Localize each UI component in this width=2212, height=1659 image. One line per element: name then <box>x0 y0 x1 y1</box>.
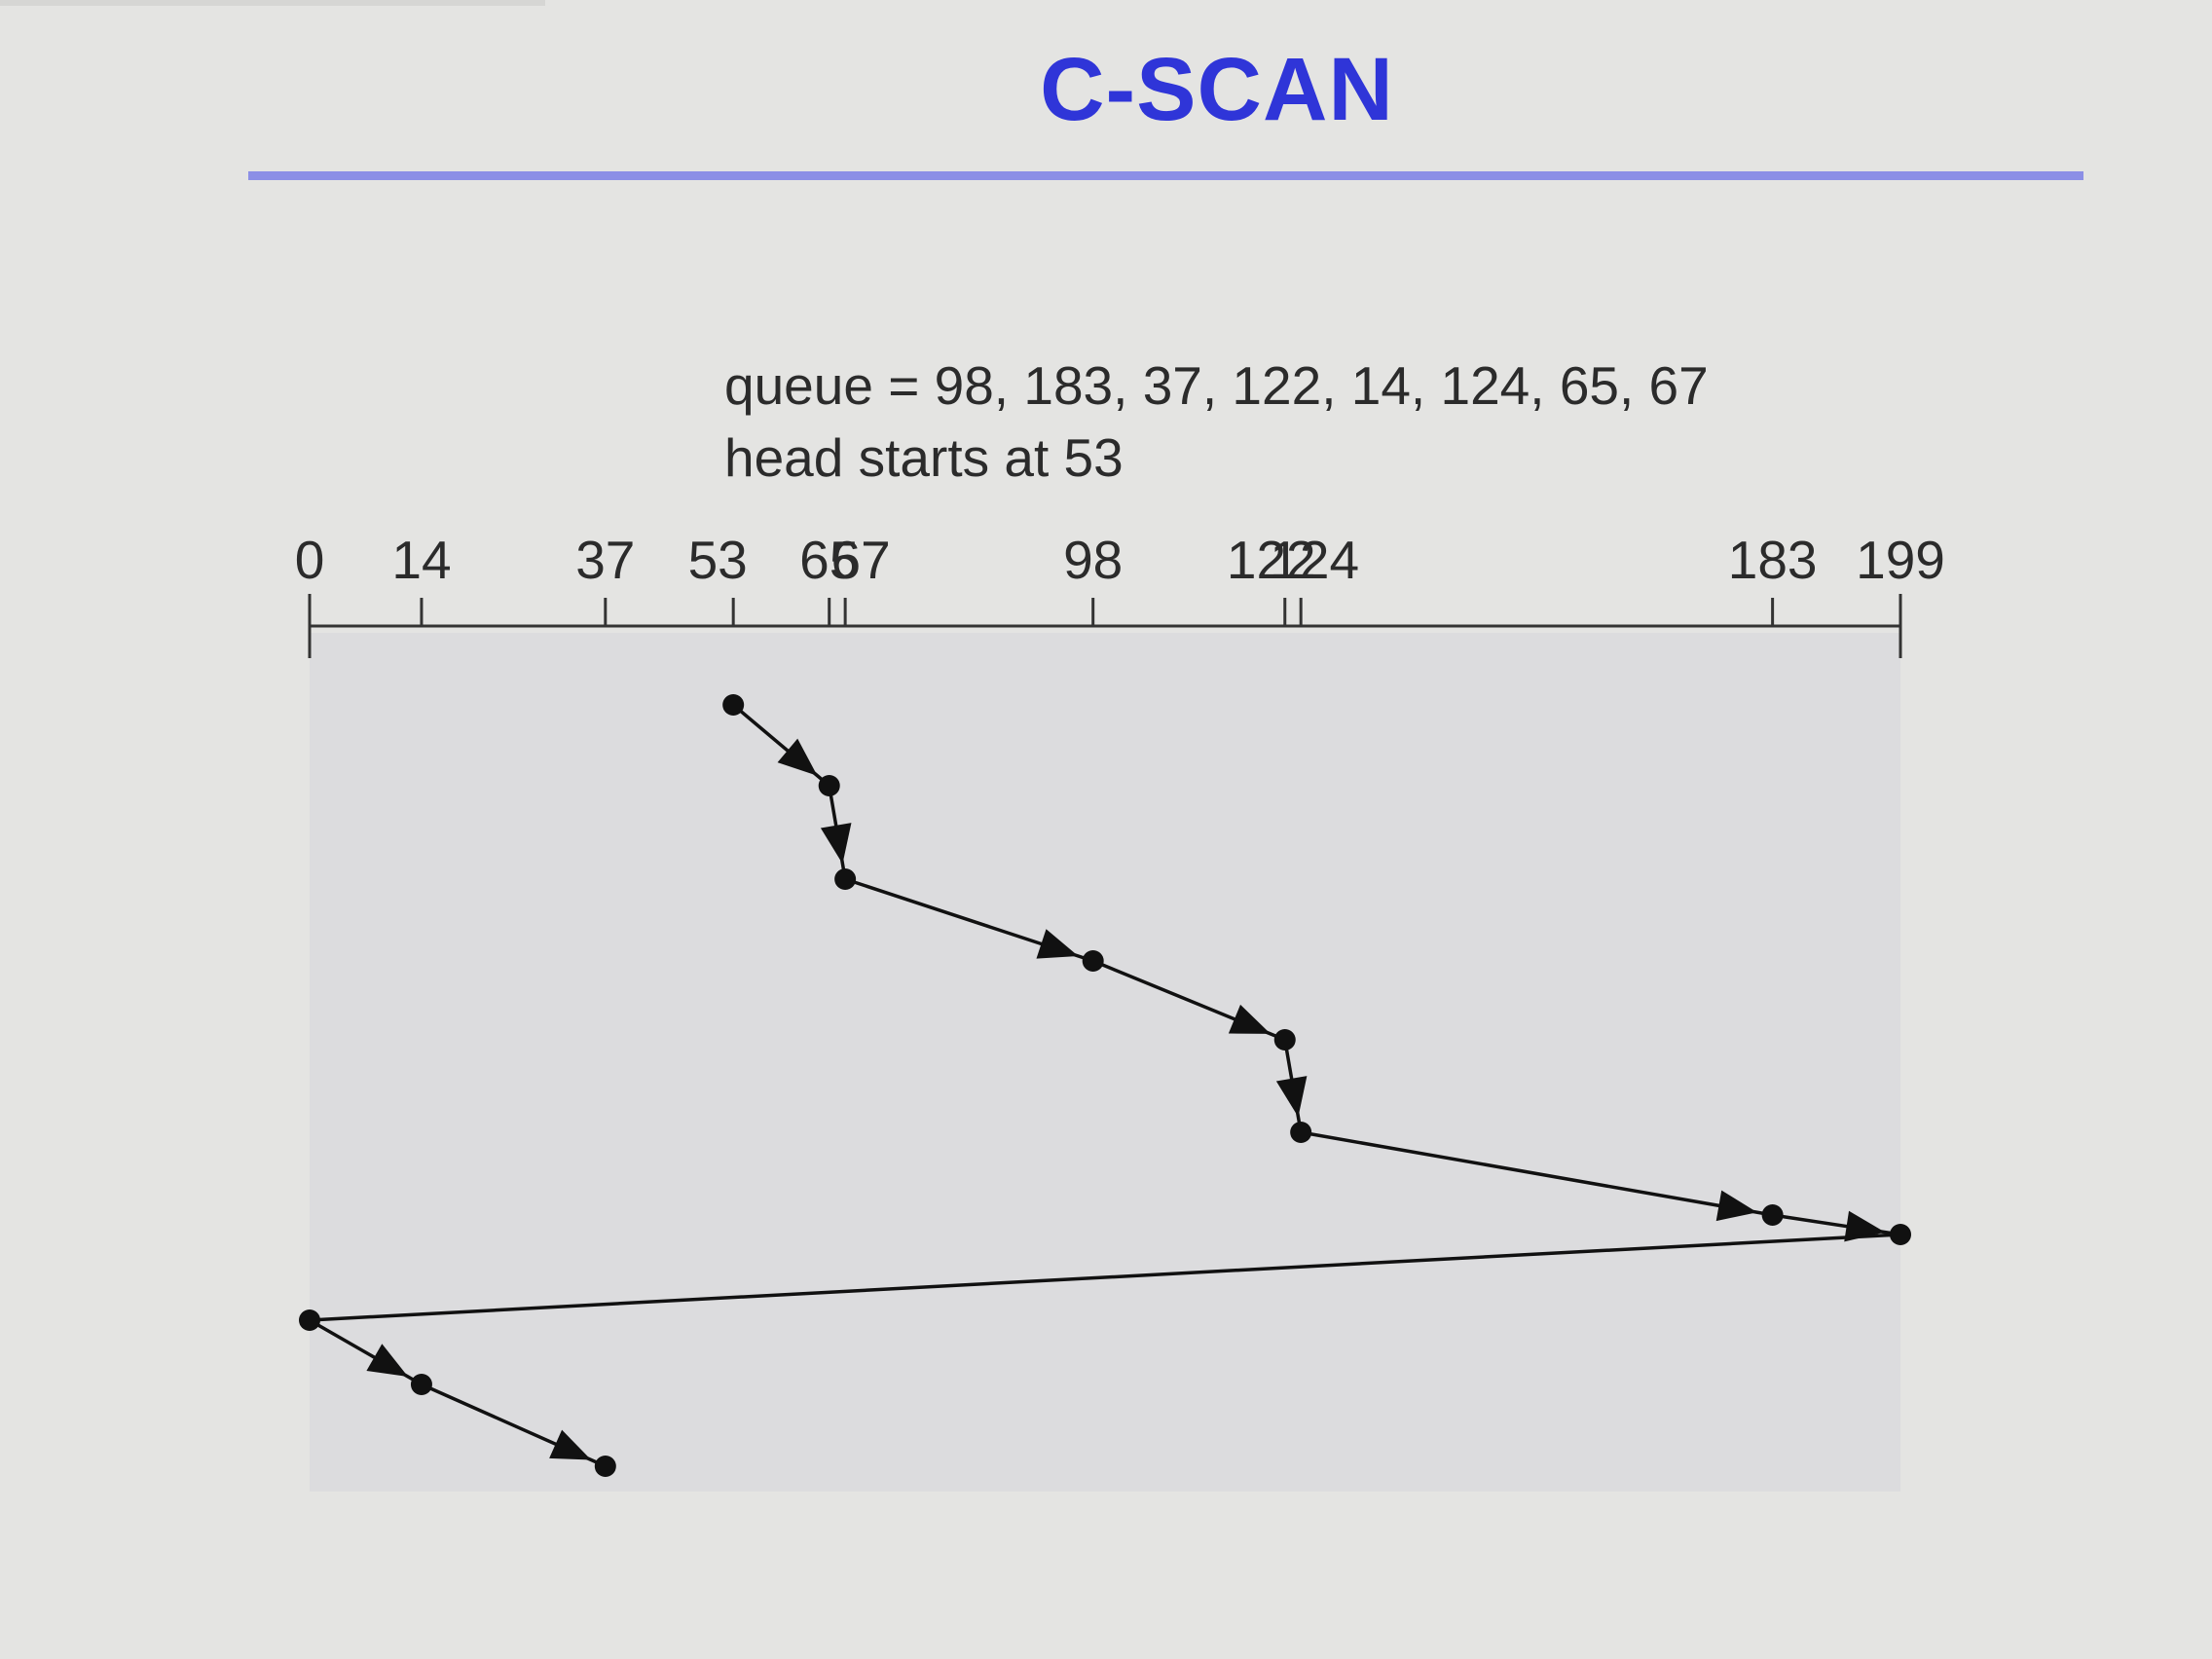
head-point-37 <box>594 1456 616 1477</box>
head-point-199 <box>1890 1224 1911 1245</box>
arrow-icon <box>1275 1076 1308 1118</box>
top-strip <box>0 0 545 6</box>
axis-tick-label-14: 14 <box>391 530 451 590</box>
arrow-icon <box>1228 1004 1271 1034</box>
arrow-icon <box>820 823 852 865</box>
slide-title: C-SCAN <box>1040 40 1394 139</box>
axis-tick-label-53: 53 <box>688 530 748 590</box>
axis-tick-label-98: 98 <box>1063 530 1123 590</box>
queue-caption: queue = 98, 183, 37, 122, 14, 124, 65, 6… <box>724 355 1709 416</box>
head-start-caption: head starts at 53 <box>724 427 1124 488</box>
arrow-icon <box>549 1429 592 1460</box>
head-move-199-to-0 <box>309 1233 1901 1322</box>
head-point-122 <box>1273 1029 1296 1051</box>
axis-tick-label-37: 37 <box>575 530 635 590</box>
axis-tick-label-65: 65 <box>799 530 859 590</box>
arrow-icon <box>1036 929 1079 959</box>
arrow-icon <box>1844 1210 1886 1242</box>
head-point-183 <box>1761 1204 1784 1226</box>
axis-tick-label-199: 199 <box>1856 530 1945 590</box>
head-point-124 <box>1290 1122 1312 1143</box>
axis-tick-label-124: 124 <box>1270 530 1359 590</box>
arrow-icon <box>777 738 818 776</box>
axis-tick-label-67: 67 <box>831 530 891 590</box>
head-point-14 <box>410 1374 432 1395</box>
arrow-icon <box>1715 1190 1757 1222</box>
arrow-icon <box>366 1344 409 1378</box>
axis-tick-label-183: 183 <box>1728 530 1818 590</box>
plot-area <box>310 633 1900 1492</box>
head-point-67 <box>834 868 857 890</box>
head-move-124-to-183 <box>1300 1130 1773 1217</box>
axis-tick-label-122: 122 <box>1227 530 1316 590</box>
head-point-98 <box>1082 950 1104 972</box>
title-rule <box>248 171 2083 180</box>
axis-tick-label-0: 0 <box>295 530 325 590</box>
head-point-0 <box>299 1309 320 1331</box>
head-point-53 <box>722 694 745 716</box>
head-point-65 <box>818 775 840 796</box>
